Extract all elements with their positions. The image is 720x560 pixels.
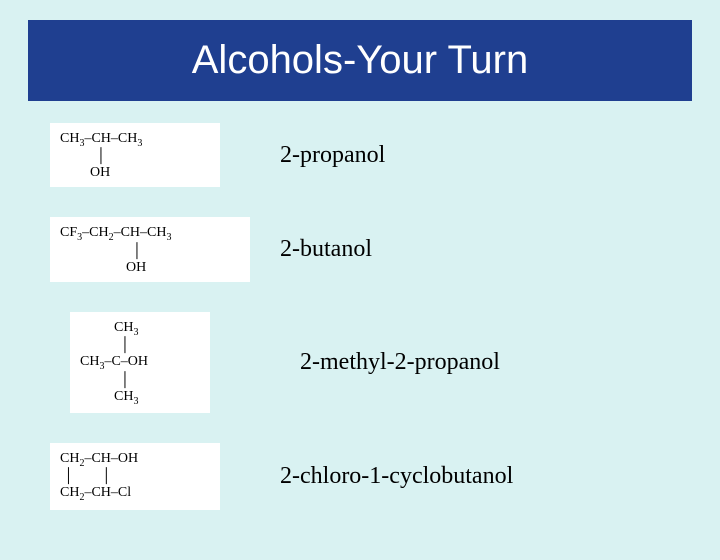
answer-1: 2-propanol <box>280 142 385 169</box>
formula-2: CF3–CH2–CH–CH3 │ OH <box>50 217 250 281</box>
slide-title: Alcohols-Your Turn <box>28 20 692 101</box>
answer-3: 2-methyl-2-propanol <box>300 349 500 376</box>
item-row: CH2–CH–OH │ │ CH2–CH–Cl 2-chloro-1-cyclo… <box>0 443 720 510</box>
item-row: CH3 │ CH3–C–OH │ CH3 2-methyl-2-propanol <box>0 312 720 413</box>
formula-3: CH3 │ CH3–C–OH │ CH3 <box>70 312 210 413</box>
answer-2: 2-butanol <box>280 236 372 263</box>
item-row: CF3–CH2–CH–CH3 │ OH 2-butanol <box>0 217 720 281</box>
formula-1: CH3–CH–CH3 │ OH <box>50 123 220 187</box>
item-row: CH3–CH–CH3 │ OH 2-propanol <box>0 123 720 187</box>
answer-4: 2-chloro-1-cyclobutanol <box>280 463 513 490</box>
content-rows: CH3–CH–CH3 │ OH 2-propanol CF3–CH2–CH–CH… <box>0 123 720 510</box>
formula-4: CH2–CH–OH │ │ CH2–CH–Cl <box>50 443 220 510</box>
